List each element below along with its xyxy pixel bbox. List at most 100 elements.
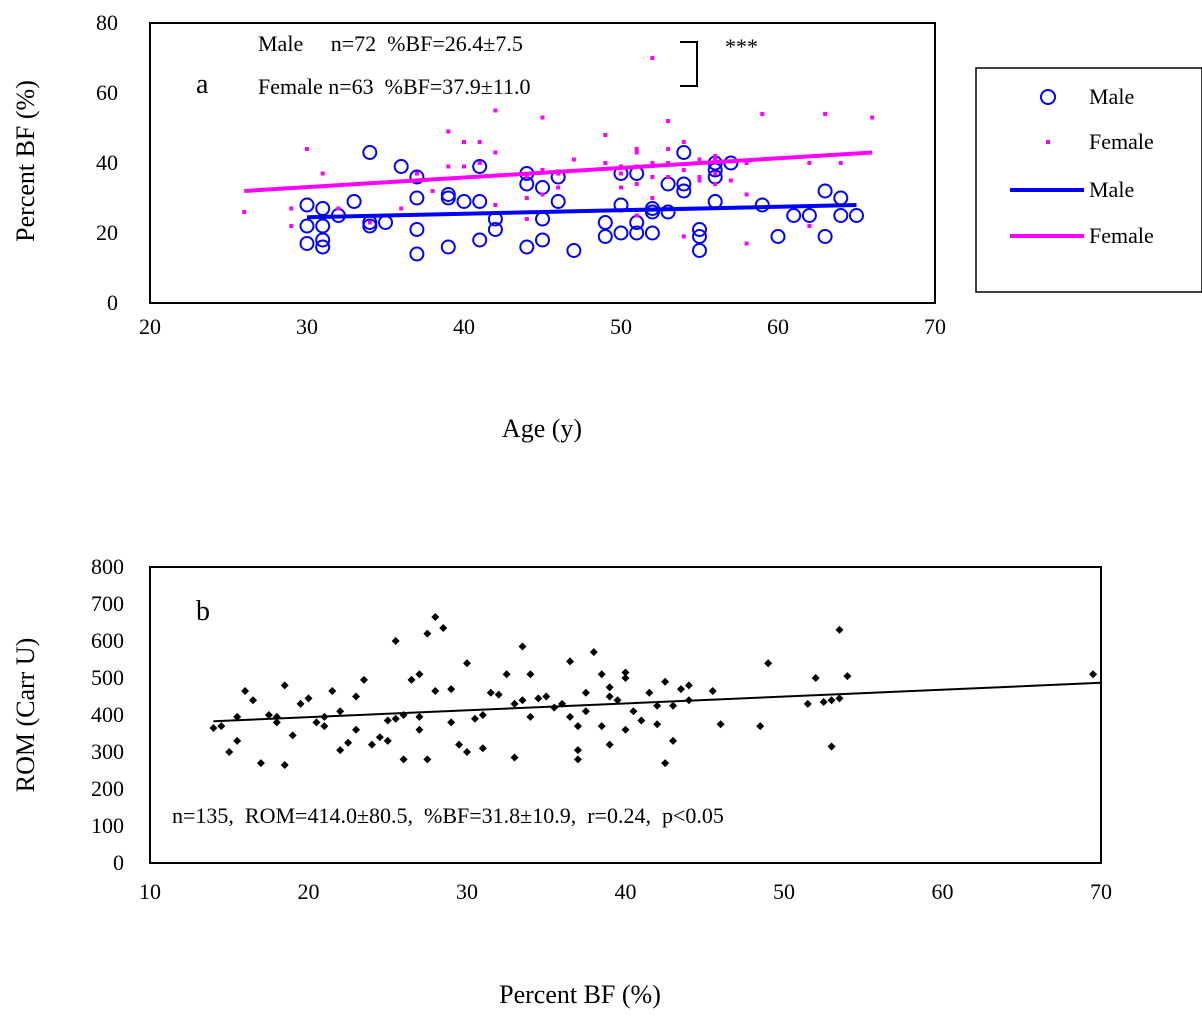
rom-data-point bbox=[827, 742, 836, 751]
rom-data-point bbox=[344, 738, 353, 747]
rom-data-point bbox=[566, 712, 575, 721]
rom-data-point bbox=[280, 681, 289, 690]
female-data-point bbox=[666, 175, 671, 179]
rom-data-point bbox=[637, 716, 646, 725]
panel-b-y-tick-labels: 0 100 200 300 400 500 600 700 800 bbox=[91, 554, 124, 875]
rom-data-point bbox=[589, 648, 598, 657]
male-data-point bbox=[597, 215, 613, 230]
male-data-point bbox=[472, 159, 488, 174]
panel-b-x-tick-label: 40 bbox=[615, 879, 637, 904]
male-data-point bbox=[393, 159, 409, 174]
rom-data-point bbox=[621, 725, 630, 734]
female-data-point bbox=[367, 220, 372, 225]
male-data-point bbox=[676, 176, 692, 192]
rom-data-point bbox=[359, 675, 368, 684]
female-data-point bbox=[493, 203, 498, 207]
male-data-point bbox=[378, 215, 393, 230]
rom-data-point bbox=[463, 659, 471, 668]
male-data-point bbox=[629, 225, 645, 241]
female-data-point bbox=[634, 182, 639, 186]
rom-data-point bbox=[447, 685, 456, 694]
rom-data-point bbox=[352, 692, 361, 701]
significance-stars: *** bbox=[725, 34, 758, 59]
significance-bracket bbox=[680, 41, 698, 87]
female-data-point bbox=[540, 192, 545, 197]
panel-b: 10 20 30 40 50 60 70 0 100 200 300 400 500 600 700 800… bbox=[11, 554, 1112, 1009]
female-data-point bbox=[713, 157, 718, 162]
female-data-point bbox=[650, 161, 655, 165]
rom-data-point bbox=[264, 711, 273, 719]
panel-b-y-tick-label: 0 bbox=[113, 850, 124, 875]
female-data-point bbox=[713, 182, 718, 186]
rom-data-point bbox=[843, 672, 852, 681]
rom-data-point bbox=[415, 670, 424, 679]
female-data-point bbox=[650, 175, 655, 179]
rom-data-point bbox=[455, 740, 464, 749]
rom-data-point bbox=[1089, 670, 1098, 679]
rom-data-point bbox=[439, 624, 448, 633]
rom-data-point bbox=[526, 670, 535, 679]
female-data-point bbox=[666, 161, 671, 165]
rom-data-point bbox=[478, 744, 487, 753]
female-data-point bbox=[477, 140, 482, 144]
male-data-point bbox=[346, 194, 362, 209]
rom-data-point bbox=[708, 686, 717, 695]
female-data-point bbox=[634, 147, 639, 151]
panel-b-trend-line-1 bbox=[213, 681, 1102, 723]
female-data-point bbox=[524, 217, 529, 221]
female-data-point bbox=[713, 171, 718, 176]
legend-female-line-label: Female bbox=[1089, 223, 1154, 248]
rom-data-point bbox=[613, 696, 622, 705]
panel-b-y-tick-label: 300 bbox=[91, 739, 124, 764]
male-data-point bbox=[644, 225, 660, 241]
male-data-point bbox=[597, 229, 613, 244]
panel-a: 20 30 40 50 60 70 0 20 40 60 80 a Male n=72 %BF=2… bbox=[11, 10, 1202, 443]
panel-b-y-tick-label: 400 bbox=[91, 702, 124, 727]
female-data-point bbox=[870, 115, 875, 120]
panel-a-y-tick-label: 60 bbox=[96, 80, 118, 105]
rom-data-point bbox=[510, 699, 519, 708]
rom-data-point bbox=[605, 683, 614, 692]
female-data-point bbox=[540, 168, 545, 172]
rom-data-point bbox=[819, 698, 828, 707]
male-data-point bbox=[676, 183, 692, 199]
panel-a-legend: Male Female Male Female bbox=[975, 67, 1202, 293]
rom-data-point bbox=[383, 716, 392, 725]
female-data-point bbox=[603, 161, 608, 165]
female-data-point bbox=[524, 175, 529, 179]
female-data-point bbox=[744, 192, 749, 197]
panel-a-female-stats: Female n=63 %BF=37.9±11.0 bbox=[258, 74, 531, 99]
rom-data-point bbox=[669, 736, 678, 745]
male-data-point bbox=[692, 222, 707, 237]
rom-data-point bbox=[352, 725, 361, 734]
panel-a-x-axis-title: Age (y) bbox=[502, 414, 582, 443]
male-data-point bbox=[770, 229, 786, 244]
panel-a-y-tick-label: 40 bbox=[96, 150, 118, 175]
panel-a-male-stats: Male n=72 %BF=26.4±7.5 bbox=[258, 31, 523, 56]
female-data-point bbox=[320, 171, 325, 176]
panel-b-x-tick-label: 10 bbox=[139, 879, 161, 904]
rom-data-point bbox=[423, 629, 432, 638]
rom-data-point bbox=[526, 712, 535, 721]
female-data-point bbox=[650, 56, 655, 60]
panel-a-x-tick-label: 20 bbox=[139, 314, 161, 339]
female-data-point bbox=[462, 164, 466, 169]
rom-data-point bbox=[605, 692, 614, 701]
female-data-point bbox=[634, 150, 639, 155]
female-data-point bbox=[713, 154, 718, 158]
rom-data-point bbox=[431, 612, 440, 621]
female-data-point bbox=[697, 157, 702, 162]
rom-data-point bbox=[573, 746, 582, 755]
rom-data-point bbox=[653, 720, 662, 729]
female-data-point bbox=[681, 168, 686, 172]
rom-data-point bbox=[423, 755, 432, 764]
rom-data-point bbox=[415, 712, 424, 721]
male-data-point bbox=[660, 176, 676, 192]
panel-a-y-tick-labels: 0 20 40 60 80 bbox=[96, 10, 118, 315]
male-data-point bbox=[315, 201, 331, 216]
female-data-point bbox=[619, 171, 623, 176]
panel-b-x-tick-labels: 10 20 30 40 50 60 70 bbox=[139, 879, 1112, 904]
rom-data-point bbox=[605, 740, 614, 749]
male-data-point bbox=[660, 204, 676, 220]
